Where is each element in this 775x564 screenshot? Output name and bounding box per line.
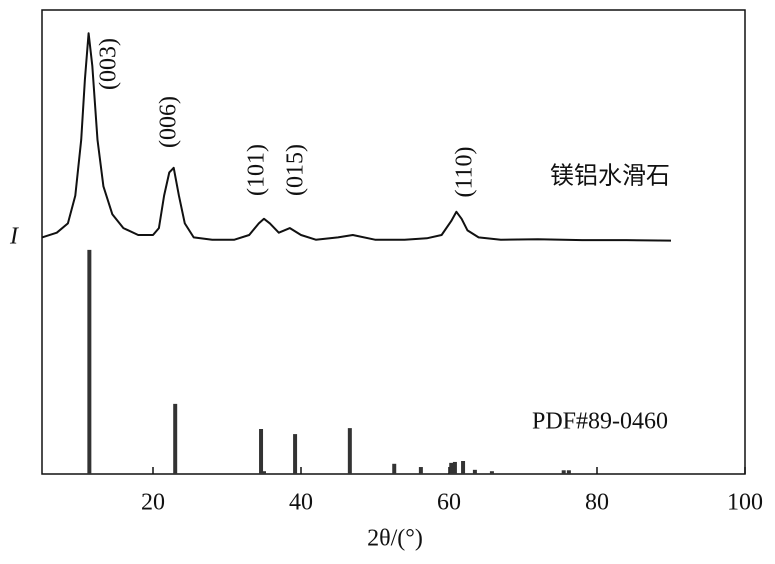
- peak-label: (006): [156, 96, 182, 148]
- x-tick-label: 100: [727, 490, 763, 516]
- peak-label: (110): [452, 146, 478, 197]
- y-axis-label: I: [9, 224, 19, 250]
- plot-frame: [41, 9, 746, 475]
- diffraction-line: [41, 32, 672, 242]
- x-tick-label: 80: [585, 490, 609, 516]
- peak-label: (101): [244, 144, 270, 196]
- peak-label: (015): [283, 144, 309, 196]
- x-tick-label: 20: [141, 490, 165, 516]
- x-tick-label: 40: [289, 490, 313, 516]
- x-axis-label: 2θ/(°): [367, 526, 423, 552]
- series-label: PDF#89-0460: [532, 409, 668, 435]
- x-tick-label: 60: [437, 490, 461, 516]
- series-label: 镁铝水滑石: [550, 163, 670, 190]
- peak-label: (003): [96, 38, 122, 90]
